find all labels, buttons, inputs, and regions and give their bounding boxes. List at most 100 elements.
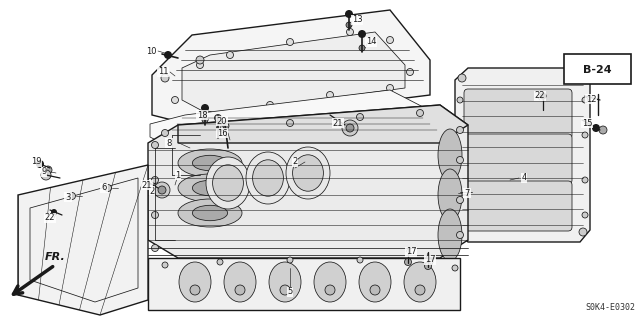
Text: 2: 2: [149, 187, 155, 196]
Circle shape: [457, 97, 463, 103]
Circle shape: [44, 166, 52, 174]
Circle shape: [161, 130, 168, 137]
Circle shape: [202, 117, 208, 123]
Circle shape: [579, 228, 587, 236]
Circle shape: [201, 104, 209, 112]
Circle shape: [51, 209, 57, 215]
Text: 16: 16: [217, 129, 227, 137]
Circle shape: [152, 211, 159, 219]
Text: 10: 10: [146, 47, 156, 56]
Ellipse shape: [342, 120, 358, 136]
Ellipse shape: [193, 180, 228, 196]
Text: 21: 21: [141, 181, 152, 189]
Ellipse shape: [286, 147, 330, 199]
Text: 17: 17: [425, 256, 435, 264]
Text: 1: 1: [175, 170, 180, 180]
Circle shape: [356, 114, 364, 121]
Circle shape: [417, 109, 424, 116]
Text: 22: 22: [535, 92, 545, 100]
Circle shape: [152, 142, 159, 149]
FancyBboxPatch shape: [464, 181, 572, 231]
Circle shape: [406, 69, 413, 76]
Circle shape: [164, 51, 172, 59]
Polygon shape: [182, 32, 405, 115]
Circle shape: [280, 285, 290, 295]
Text: 17: 17: [406, 248, 416, 256]
FancyBboxPatch shape: [464, 89, 572, 139]
Ellipse shape: [178, 199, 242, 227]
Circle shape: [456, 157, 463, 164]
Circle shape: [458, 74, 466, 82]
Circle shape: [582, 97, 588, 103]
Circle shape: [161, 74, 169, 82]
Circle shape: [326, 92, 333, 99]
Circle shape: [41, 170, 51, 180]
Ellipse shape: [212, 165, 243, 201]
Polygon shape: [148, 105, 468, 258]
Ellipse shape: [292, 155, 323, 191]
FancyBboxPatch shape: [464, 134, 572, 184]
Text: 14: 14: [365, 38, 376, 47]
Text: B-24: B-24: [582, 65, 611, 75]
Ellipse shape: [179, 262, 211, 302]
Text: 6: 6: [101, 183, 107, 192]
Circle shape: [162, 262, 168, 268]
Ellipse shape: [404, 262, 436, 302]
Ellipse shape: [158, 186, 166, 194]
Circle shape: [387, 85, 394, 92]
Circle shape: [582, 132, 588, 138]
Ellipse shape: [359, 262, 391, 302]
Circle shape: [172, 97, 179, 103]
Circle shape: [287, 257, 293, 263]
Circle shape: [458, 228, 466, 236]
Text: 3: 3: [65, 192, 70, 202]
Text: 9: 9: [42, 167, 47, 176]
Ellipse shape: [314, 262, 346, 302]
Text: 20: 20: [217, 116, 227, 125]
Ellipse shape: [269, 262, 301, 302]
Circle shape: [325, 285, 335, 295]
Circle shape: [415, 285, 425, 295]
Polygon shape: [148, 258, 460, 310]
Text: 18: 18: [196, 110, 207, 120]
Circle shape: [214, 115, 221, 122]
Ellipse shape: [193, 205, 228, 221]
Ellipse shape: [193, 155, 228, 171]
Circle shape: [582, 177, 588, 183]
Ellipse shape: [178, 149, 242, 177]
Circle shape: [104, 184, 111, 191]
Ellipse shape: [253, 160, 284, 196]
Circle shape: [152, 176, 159, 183]
Circle shape: [452, 265, 458, 271]
Circle shape: [592, 124, 600, 132]
Circle shape: [579, 74, 587, 82]
Polygon shape: [178, 105, 468, 143]
Text: 19: 19: [31, 158, 41, 167]
Circle shape: [456, 127, 463, 133]
Circle shape: [359, 45, 365, 51]
Circle shape: [457, 132, 463, 138]
Text: 7: 7: [464, 189, 470, 197]
Circle shape: [424, 263, 431, 270]
Ellipse shape: [438, 169, 462, 221]
Ellipse shape: [438, 209, 462, 261]
Circle shape: [457, 212, 463, 218]
Text: FR.: FR.: [45, 252, 65, 262]
Circle shape: [190, 285, 200, 295]
Circle shape: [427, 259, 433, 265]
Text: 4: 4: [522, 174, 527, 182]
Ellipse shape: [206, 157, 250, 209]
Text: S0K4-E0302: S0K4-E0302: [585, 303, 635, 313]
Ellipse shape: [224, 262, 256, 302]
Text: 5: 5: [287, 287, 292, 296]
Circle shape: [456, 232, 463, 239]
Circle shape: [357, 257, 363, 263]
Text: 21: 21: [333, 118, 343, 128]
Circle shape: [287, 120, 294, 127]
Circle shape: [599, 126, 607, 134]
Circle shape: [287, 39, 294, 46]
Circle shape: [346, 22, 352, 28]
Circle shape: [216, 124, 223, 131]
Circle shape: [152, 244, 159, 251]
FancyBboxPatch shape: [564, 54, 631, 84]
